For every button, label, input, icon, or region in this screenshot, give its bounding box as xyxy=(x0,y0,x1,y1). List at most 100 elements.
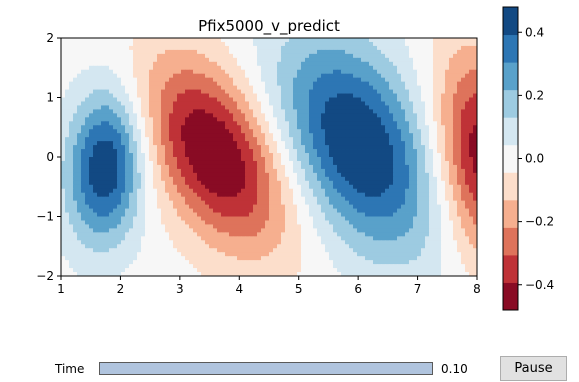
heatmap-cell xyxy=(445,184,450,190)
heatmap-cell xyxy=(461,145,466,150)
heatmap-cell xyxy=(245,137,250,142)
heatmap-cell xyxy=(109,192,114,198)
heatmap-cell xyxy=(229,73,234,79)
heatmap-cell xyxy=(333,65,338,71)
heatmap-cell xyxy=(389,38,394,43)
heatmap-cell xyxy=(409,61,414,67)
heatmap-cell xyxy=(265,160,270,166)
heatmap-cell xyxy=(97,85,102,90)
heatmap-cell xyxy=(421,224,426,229)
heatmap-cell xyxy=(373,153,378,158)
heatmap-cell xyxy=(321,38,326,43)
heatmap-cell xyxy=(389,141,394,146)
heatmap-cell xyxy=(77,129,82,134)
heatmap-cell xyxy=(473,85,478,90)
heatmap-cell xyxy=(85,172,90,178)
heatmap-cell xyxy=(365,65,370,71)
heatmap-cell xyxy=(73,184,78,190)
heatmap-cell xyxy=(397,149,402,154)
heatmap-cell xyxy=(157,153,162,158)
heatmap-cell xyxy=(89,65,94,71)
heatmap-cell xyxy=(269,141,274,146)
heatmap-cell xyxy=(269,192,274,198)
heatmap-cell xyxy=(265,81,270,86)
heatmap-cell xyxy=(177,168,182,174)
heatmap-cell xyxy=(145,45,150,51)
heatmap-cell xyxy=(109,125,114,130)
heatmap-cell xyxy=(89,85,94,90)
heatmap-cell xyxy=(473,160,478,166)
heatmap-cell xyxy=(105,113,110,118)
heatmap-cell xyxy=(185,109,190,114)
heatmap-cell xyxy=(65,145,70,150)
heatmap-cell xyxy=(365,220,370,225)
heatmap-cell xyxy=(261,77,266,83)
heatmap-cell xyxy=(105,133,110,138)
heatmap-cell xyxy=(301,73,306,79)
heatmap-cell xyxy=(165,188,170,194)
heatmap-cell xyxy=(205,125,210,130)
heatmap-cell xyxy=(85,69,90,75)
heatmap-cell xyxy=(313,105,318,110)
heatmap-cell xyxy=(265,53,270,59)
heatmap-cell xyxy=(365,224,370,229)
heatmap-cell xyxy=(365,41,370,47)
heatmap-cell xyxy=(81,145,86,150)
heatmap-cell xyxy=(353,157,358,162)
heatmap-cell xyxy=(185,38,190,43)
heatmap-cell xyxy=(69,38,74,43)
heatmap-cell xyxy=(381,157,386,162)
heatmap-cell xyxy=(245,172,250,178)
heatmap-cell xyxy=(209,69,214,75)
heatmap-cell xyxy=(357,176,362,182)
heatmap-cell xyxy=(81,188,86,194)
heatmap-cell xyxy=(189,129,194,134)
heatmap-cell xyxy=(309,57,314,63)
heatmap-cell xyxy=(413,41,418,47)
heatmap-cell xyxy=(437,105,442,110)
heatmap-cell xyxy=(357,121,362,126)
heatmap-cell xyxy=(213,216,218,221)
heatmap-cell xyxy=(285,188,290,194)
heatmap-cell xyxy=(409,141,414,146)
heatmap-cell xyxy=(61,160,66,166)
heatmap-cell xyxy=(157,133,162,138)
heatmap-cell xyxy=(169,160,174,166)
heatmap-cell xyxy=(137,224,142,229)
heatmap-cell xyxy=(473,149,478,154)
heatmap-cell xyxy=(101,57,106,63)
heatmap-cell xyxy=(261,172,266,178)
heatmap-cell xyxy=(313,38,318,43)
heatmap-cell xyxy=(277,153,282,158)
heatmap-cell xyxy=(61,192,66,198)
heatmap-cell xyxy=(185,81,190,86)
heatmap-cell xyxy=(169,45,174,51)
heatmap-cell xyxy=(349,121,354,126)
heatmap-cell xyxy=(201,137,206,142)
heatmap-cell xyxy=(429,188,434,194)
heatmap-cell xyxy=(445,85,450,90)
heatmap-cell xyxy=(249,53,254,59)
heatmap-cell xyxy=(377,145,382,150)
heatmap-cell xyxy=(121,89,126,94)
heatmap-cell xyxy=(241,73,246,79)
heatmap-cell xyxy=(345,81,350,86)
heatmap-cell xyxy=(253,69,258,75)
heatmap-cell xyxy=(453,145,458,150)
heatmap-cell xyxy=(185,93,190,98)
heatmap-cell xyxy=(345,121,350,126)
heatmap-cell xyxy=(165,180,170,186)
heatmap-cell xyxy=(65,73,70,79)
heatmap-cell xyxy=(193,117,198,122)
heatmap-cell xyxy=(465,121,470,126)
heatmap-cell xyxy=(121,137,126,142)
heatmap-cell xyxy=(253,164,258,170)
heatmap-cell xyxy=(333,61,338,67)
heatmap-cell xyxy=(261,85,266,90)
heatmap-cell xyxy=(425,192,430,198)
heatmap-cell xyxy=(169,85,174,90)
heatmap-cell xyxy=(189,192,194,198)
heatmap-cell xyxy=(449,204,454,209)
heatmap-cell xyxy=(445,65,450,71)
heatmap-cell xyxy=(293,61,298,67)
